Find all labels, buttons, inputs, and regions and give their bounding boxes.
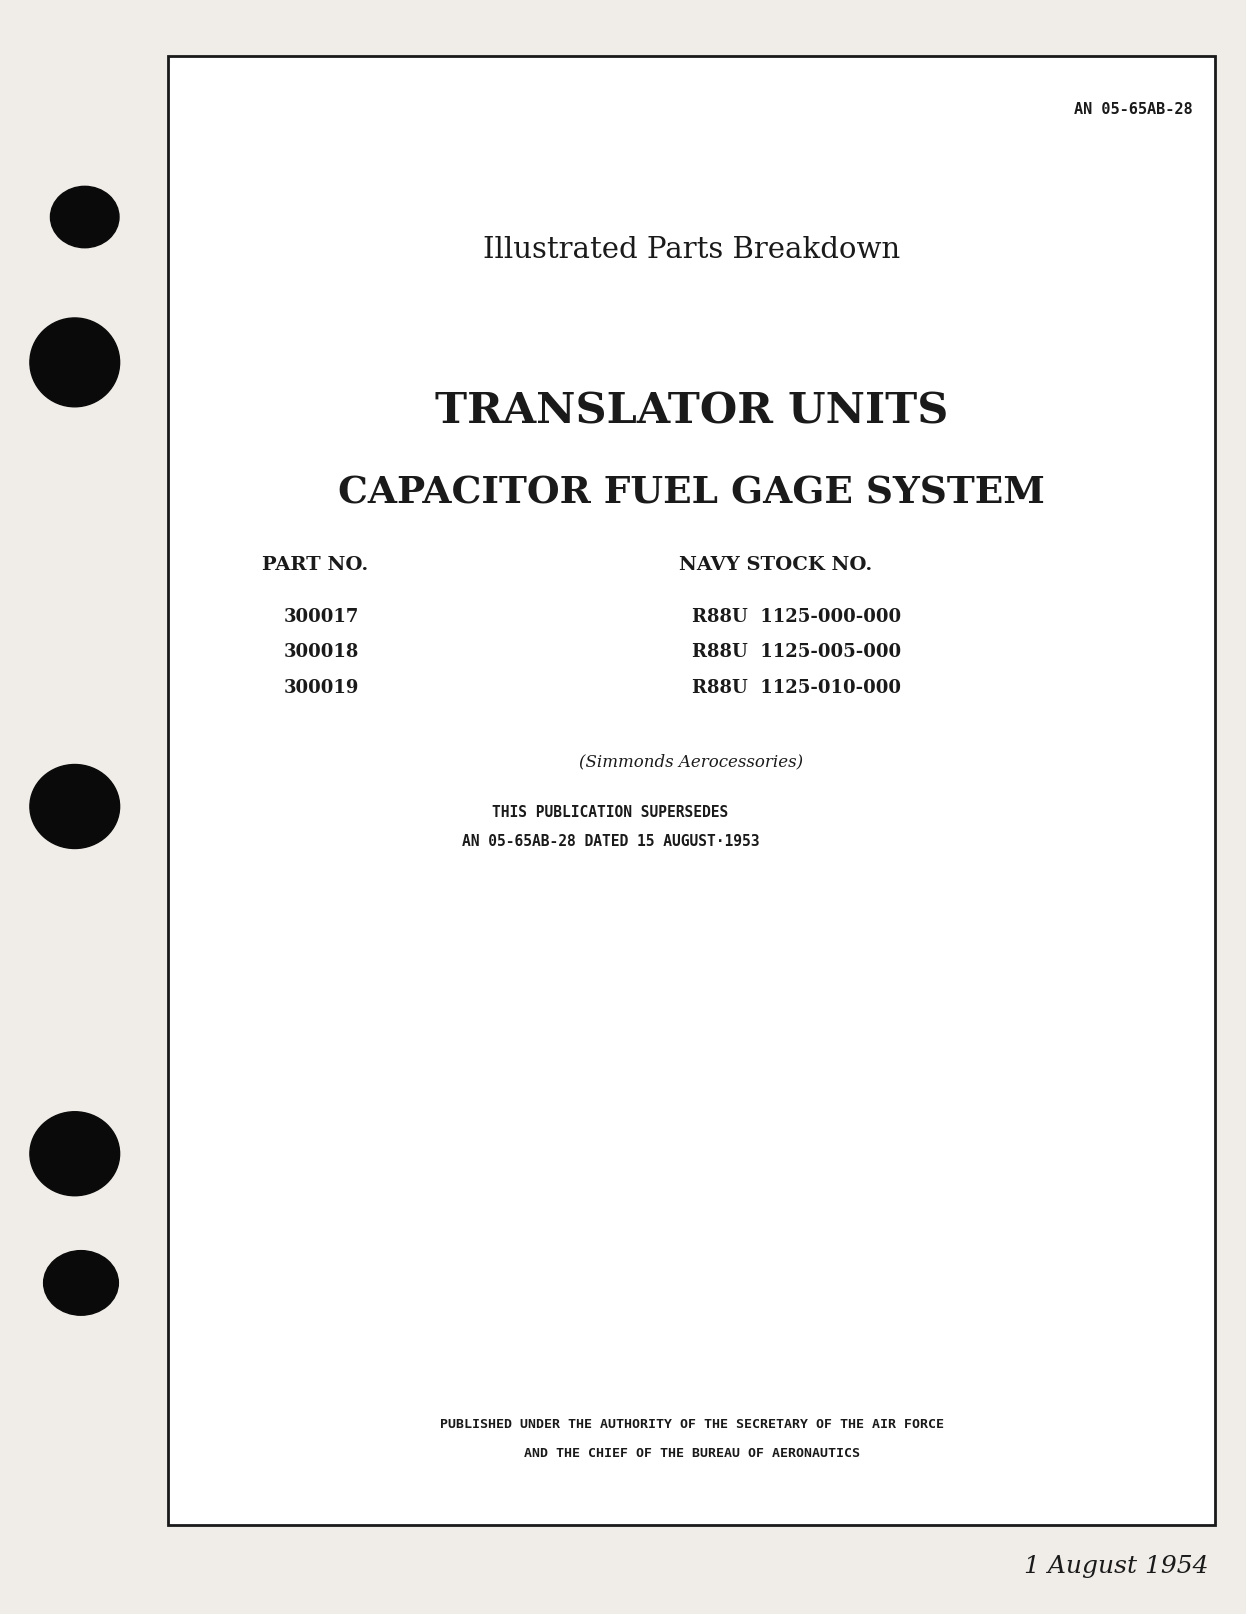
Bar — [168, 56, 1215, 1525]
Ellipse shape — [30, 320, 120, 408]
Text: CAPACITOR FUEL GAGE SYSTEM: CAPACITOR FUEL GAGE SYSTEM — [338, 475, 1045, 510]
Text: AND THE CHIEF OF THE BUREAU OF AERONAUTICS: AND THE CHIEF OF THE BUREAU OF AERONAUTI… — [523, 1446, 860, 1459]
Text: 300019: 300019 — [284, 678, 359, 697]
Text: 300018: 300018 — [284, 642, 359, 662]
Text: THIS PUBLICATION SUPERSEDES: THIS PUBLICATION SUPERSEDES — [492, 804, 729, 820]
Text: TRANSLATOR UNITS: TRANSLATOR UNITS — [435, 391, 948, 433]
Text: Illustrated Parts Breakdown: Illustrated Parts Breakdown — [483, 236, 900, 265]
Text: PUBLISHED UNDER THE AUTHORITY OF THE SECRETARY OF THE AIR FORCE: PUBLISHED UNDER THE AUTHORITY OF THE SEC… — [440, 1417, 943, 1430]
Ellipse shape — [30, 1112, 120, 1196]
Text: R88U  1125-010-000: R88U 1125-010-000 — [692, 678, 901, 697]
Text: NAVY STOCK NO.: NAVY STOCK NO. — [679, 555, 872, 575]
Ellipse shape — [51, 187, 120, 249]
Text: 300017: 300017 — [284, 607, 359, 626]
Text: (Simmonds Aerocessories): (Simmonds Aerocessories) — [579, 754, 804, 770]
Ellipse shape — [44, 1251, 118, 1315]
Ellipse shape — [30, 765, 120, 849]
Text: AN 05-65AB-28 DATED 15 AUGUST·1953: AN 05-65AB-28 DATED 15 AUGUST·1953 — [462, 833, 759, 849]
Text: PART NO.: PART NO. — [262, 555, 368, 575]
Text: AN 05-65AB-28: AN 05-65AB-28 — [1074, 102, 1192, 116]
Text: R88U  1125-005-000: R88U 1125-005-000 — [692, 642, 901, 662]
Text: R88U  1125-000-000: R88U 1125-000-000 — [692, 607, 901, 626]
Text: 1 August 1954: 1 August 1954 — [1024, 1554, 1209, 1577]
